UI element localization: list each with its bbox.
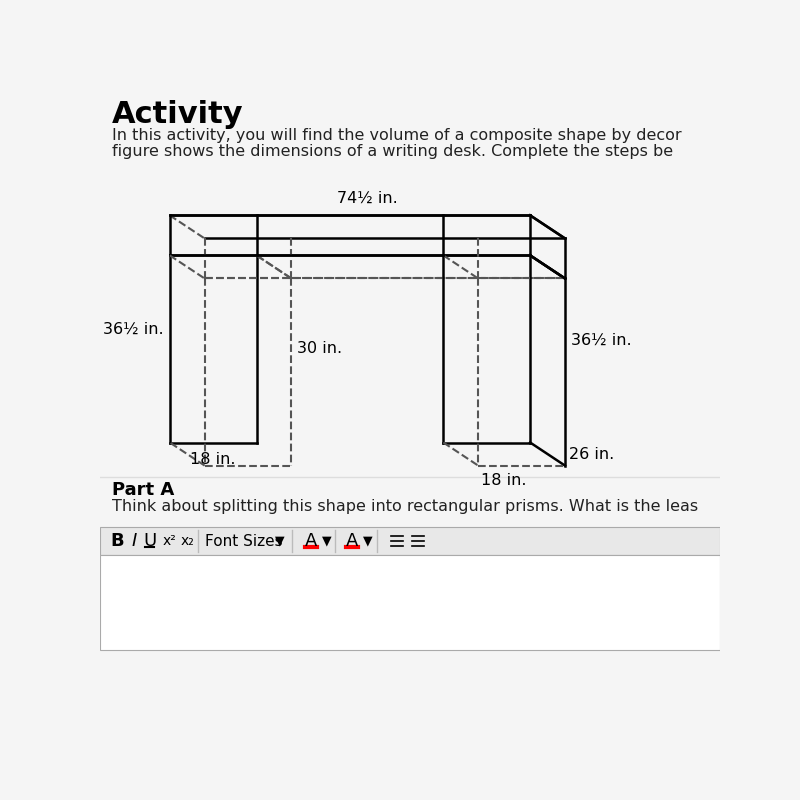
Text: x²: x² (163, 534, 177, 548)
Text: 18 in.: 18 in. (482, 474, 527, 488)
Text: In this activity, you will find the volume of a composite shape by decor: In this activity, you will find the volu… (112, 128, 682, 143)
Text: B: B (110, 532, 124, 550)
Text: 74½ in.: 74½ in. (337, 191, 398, 206)
Text: Font Sizes: Font Sizes (205, 534, 282, 549)
Text: ▼: ▼ (322, 534, 331, 547)
Bar (100, 555, 720, 650)
Text: 18 in.: 18 in. (190, 452, 236, 466)
Text: 30 in.: 30 in. (297, 342, 342, 357)
Text: x₂: x₂ (181, 534, 194, 548)
Text: ▼: ▼ (275, 534, 285, 547)
Text: Think about splitting this shape into rectangular prisms. What is the leas: Think about splitting this shape into re… (112, 498, 698, 514)
Text: A: A (346, 532, 358, 550)
Text: U: U (143, 532, 156, 550)
Text: Activity: Activity (112, 100, 243, 129)
Text: I: I (131, 532, 137, 550)
Bar (100, 527, 720, 555)
Text: Part A: Part A (112, 481, 174, 499)
Text: 26 in.: 26 in. (569, 446, 614, 462)
Text: 36½ in.: 36½ in. (103, 322, 163, 337)
Text: A: A (305, 532, 317, 550)
Text: figure shows the dimensions of a writing desk. Complete the steps be: figure shows the dimensions of a writing… (112, 144, 673, 158)
Text: 36½ in.: 36½ in. (571, 333, 632, 348)
Text: ▼: ▼ (362, 534, 372, 547)
